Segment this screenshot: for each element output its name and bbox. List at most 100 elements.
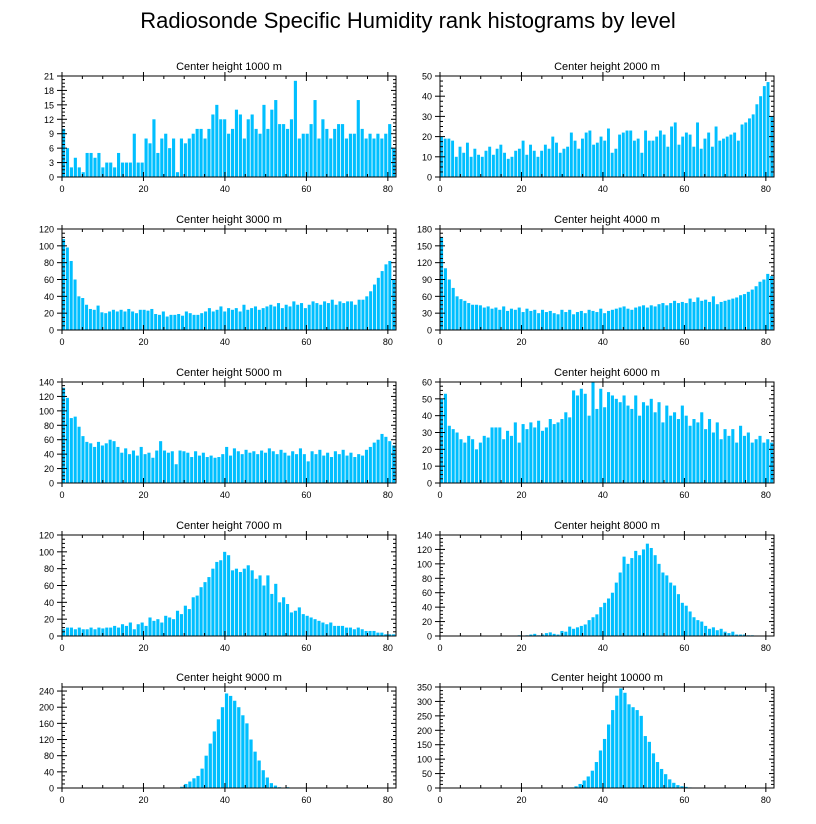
histogram-bar <box>349 452 353 483</box>
histogram-bar <box>168 148 172 177</box>
histogram-bar <box>645 543 649 636</box>
histogram-bar <box>282 597 286 636</box>
y-tick-label: 120 <box>39 531 54 541</box>
histogram-bar <box>655 762 660 788</box>
histogram-bar <box>696 122 699 177</box>
histogram-bar <box>344 138 349 177</box>
histogram-bar <box>253 751 257 788</box>
histogram-bar <box>630 558 634 636</box>
histogram-bar <box>621 132 625 177</box>
histogram-bar <box>680 602 684 636</box>
y-tick-label: 20 <box>44 464 54 474</box>
histogram-bar <box>558 152 562 177</box>
y-tick-label: 0 <box>427 632 432 642</box>
histogram-bar <box>700 412 704 483</box>
histogram-bar <box>599 308 603 330</box>
y-tick-label: 200 <box>39 703 54 713</box>
y-tick-label: 100 <box>39 241 54 251</box>
histogram-bar <box>750 289 754 330</box>
y-tick-label: 120 <box>39 735 54 745</box>
histogram-bar <box>607 128 610 177</box>
histogram-bar <box>588 130 592 177</box>
y-tick-label: 50 <box>422 72 432 82</box>
histogram-bar <box>579 388 583 483</box>
y-tick-label: 100 <box>417 559 432 569</box>
y-tick-label: 20 <box>44 309 54 319</box>
histogram-bar <box>269 783 273 788</box>
histogram-bar <box>723 300 727 330</box>
histogram-bar <box>93 157 97 177</box>
histogram-bar <box>315 303 319 330</box>
y-tick-label: 0 <box>427 173 432 183</box>
y-tick-label: 150 <box>417 740 432 750</box>
histogram-bar <box>556 314 560 330</box>
histogram-bar <box>249 739 253 788</box>
histogram-bar <box>665 305 669 330</box>
histogram-bar <box>540 634 545 636</box>
histogram-bar <box>340 124 345 177</box>
histogram-bar <box>333 625 337 636</box>
histogram-bar <box>384 264 388 330</box>
histogram-bar <box>484 150 488 177</box>
histogram-bar <box>583 624 587 636</box>
x-tick-label: 40 <box>598 490 608 500</box>
histogram-bar <box>352 629 356 636</box>
histogram-bar <box>261 308 265 330</box>
histogram-bar <box>491 154 495 177</box>
histogram-bar <box>289 119 294 177</box>
histogram-bar <box>292 301 296 330</box>
y-tick-label: 0 <box>49 326 54 336</box>
histogram-bar <box>364 630 368 636</box>
y-tick-label: 0 <box>49 479 54 489</box>
histogram-bar <box>242 568 246 636</box>
histogram-bar <box>676 594 680 636</box>
histogram-bar <box>245 723 249 788</box>
x-tick-label: 20 <box>138 337 148 347</box>
histogram-bar <box>273 306 277 330</box>
histogram-bar <box>337 625 341 636</box>
histogram-bar <box>474 304 479 330</box>
histogram-bar <box>353 457 357 483</box>
histogram-bar <box>711 627 715 636</box>
y-tick-label: 300 <box>417 697 432 707</box>
histogram-bar <box>746 432 750 483</box>
histogram-bar <box>369 291 373 330</box>
histogram-bar <box>296 304 300 330</box>
histogram-bar <box>653 306 657 330</box>
histogram-bar <box>661 303 665 330</box>
x-tick-label: 0 <box>437 184 442 194</box>
histogram-bar <box>269 304 273 330</box>
histogram-bar <box>653 412 657 483</box>
histogram-bar <box>156 619 160 636</box>
histogram-bar <box>645 307 649 330</box>
histogram-bar <box>641 549 646 636</box>
y-tick-label: 3 <box>49 158 54 168</box>
panel-title: Center height 1000 m <box>176 61 282 73</box>
histogram-bar <box>266 575 270 636</box>
histogram-bar <box>120 452 124 483</box>
histogram-bar <box>614 582 618 636</box>
histogram-bar <box>669 415 673 483</box>
panel-6: Center height 6000 m 0 10 20 30 40 50 60 0 20 40 60… <box>422 367 775 500</box>
histogram-bar <box>81 298 85 330</box>
histogram-bar <box>140 622 144 636</box>
histogram-bar <box>270 109 274 177</box>
histogram-bar <box>372 138 376 177</box>
histogram-bar <box>692 146 696 177</box>
histogram-bar <box>69 627 73 636</box>
histogram-bar <box>177 314 181 330</box>
histogram-bar <box>146 310 150 330</box>
y-tick-label: 0 <box>49 173 54 183</box>
histogram-bar <box>313 619 317 636</box>
histogram-bar <box>623 692 627 788</box>
histogram-bar <box>348 627 352 636</box>
histogram-bar <box>128 454 132 483</box>
y-tick-label: 60 <box>422 292 432 302</box>
histogram-bar <box>321 622 325 636</box>
histogram-bar <box>322 455 326 483</box>
histogram-bar <box>376 439 380 483</box>
histogram-bar <box>758 281 762 330</box>
histogram-bar <box>227 308 231 330</box>
histogram-bar <box>766 273 770 330</box>
histogram-bar <box>250 570 254 636</box>
